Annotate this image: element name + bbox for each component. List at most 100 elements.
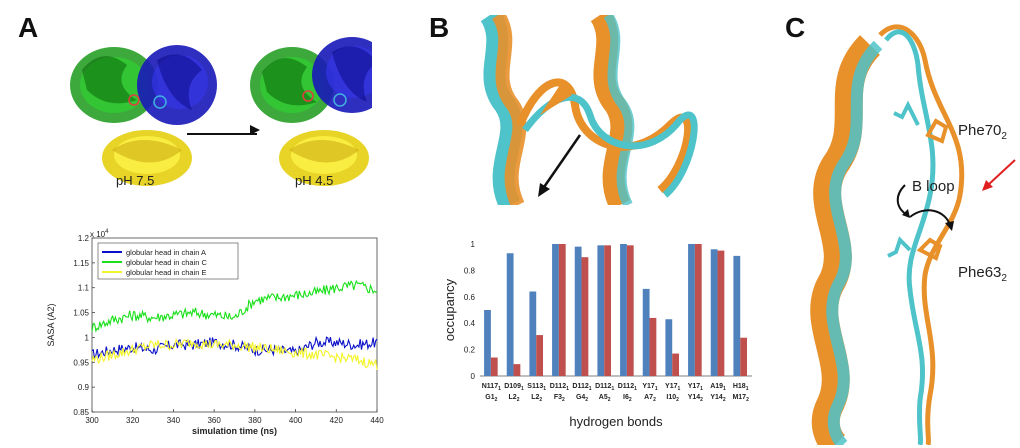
- occ-bar: [490, 357, 498, 376]
- occ-xtick-label-bottom: L22: [531, 394, 542, 403]
- occ-ytick-label: 0.4: [464, 319, 476, 328]
- occ-xtick-label-top: D1121: [618, 383, 637, 392]
- sasa-xtick-label: 380: [248, 416, 262, 425]
- sasa-xtick-label: 300: [85, 416, 99, 425]
- occ-xtick-label-top: N1171: [482, 383, 501, 392]
- sasa-legend-label: globular head in chain A: [126, 248, 206, 257]
- occ-bar: [552, 244, 559, 376]
- occ-xtick-label-top-sub: 1: [746, 386, 749, 392]
- sasa-series-line: [91, 279, 378, 333]
- occ-xtick-label-top: Y171: [688, 383, 703, 392]
- occ-xtick-label-bottom-sub: 2: [700, 397, 703, 403]
- sasa-xtick-label: 440: [370, 416, 384, 425]
- occ-xtick-label-bottom: G12: [485, 394, 497, 403]
- occ-xtick-label-top: D1121: [572, 383, 591, 392]
- phe63-rotation-arrow: [909, 209, 951, 226]
- occ-bar: [574, 246, 582, 376]
- phe63-label-sub: 2: [1001, 273, 1007, 284]
- panel-a-letter: A: [18, 12, 39, 43]
- occ-xtick-label-top-sub: 1: [611, 386, 614, 392]
- occ-xlabel: hydrogen bonds: [569, 414, 663, 429]
- occ-xtick-label-top-sub: 1: [700, 386, 703, 392]
- occ-xtick-label-bottom-sub: 2: [495, 397, 498, 403]
- occ-xtick-label-top-sub: 1: [543, 386, 546, 392]
- occ-xtick-label-top-sub: 1: [655, 386, 658, 392]
- occ-xtick-label-top-sub: 1: [521, 386, 524, 392]
- phe-residues-illustration: [810, 24, 1016, 445]
- sasa-ytick-label: 0.85: [73, 408, 89, 417]
- occupancy-bars: [484, 244, 748, 376]
- occ-bar: [733, 255, 741, 376]
- occ-xtick-label-top-sub: 1: [678, 386, 681, 392]
- occ-ylabel: occupancy: [442, 278, 457, 341]
- occ-ytick-label: 1: [471, 240, 476, 249]
- occ-bar: [484, 310, 491, 376]
- sasa-ytick-label: 1.2: [78, 234, 90, 243]
- occ-bar: [604, 245, 612, 376]
- occ-bar: [529, 291, 537, 376]
- ph-left-label: pH 7.5: [116, 173, 155, 188]
- sasa-ytick-label: 1: [85, 333, 90, 342]
- occupancy-bar-chart: 0 0.2 0.4 0.6 0.8 1 occupancy hydrogen bonds N11…: [442, 240, 752, 429]
- occ-xtick-label-top: D1091: [504, 383, 524, 392]
- occ-xtick-label-top-sub: 1: [723, 386, 726, 392]
- occ-bar: [581, 257, 589, 376]
- occ-ytick-label: 0: [471, 372, 476, 381]
- occ-bar: [710, 249, 718, 376]
- occ-xtick-label-bottom: I62: [623, 394, 632, 403]
- occ-xtick-label-top-sub: 1: [589, 386, 592, 392]
- phe63-label-text: Phe63: [958, 264, 1002, 281]
- sasa-xtick-label: 420: [330, 416, 344, 425]
- sasa-ytick-label: 0.9: [78, 383, 90, 392]
- occ-xtick-label-bottom: M172: [732, 394, 749, 403]
- sasa-ytick-label: 1.15: [73, 259, 89, 268]
- occ-bar: [740, 337, 748, 376]
- occ-xtick-label-bottom-sub: 2: [539, 397, 542, 403]
- occ-xtick-label-bottom-sub: 2: [608, 397, 611, 403]
- occ-bar: [536, 335, 544, 376]
- occ-bar: [649, 317, 657, 376]
- occ-bar: [694, 244, 702, 376]
- loop-motion-arrow: [540, 134, 582, 191]
- phe70-label-sub: 2: [1001, 131, 1007, 142]
- structure-ph75: [70, 45, 217, 186]
- occ-xtick-label-top: A191: [710, 383, 726, 392]
- occ-xtick-label-bottom-sub: 2: [629, 397, 632, 403]
- occ-bar: [620, 244, 627, 376]
- sasa-xtick-label: 320: [126, 416, 140, 425]
- occ-ytick-label: 0.2: [464, 346, 476, 355]
- occ-xtick-label-bottom: Y142: [688, 394, 703, 403]
- occ-bar: [558, 244, 566, 376]
- phe70-label-text: Phe70: [958, 122, 1002, 139]
- occ-ytick-label: 0.8: [464, 266, 476, 275]
- occ-bar: [513, 364, 521, 376]
- ph-right-label: pH 4.5: [295, 173, 334, 188]
- red-indicator-arrow: [987, 159, 1016, 186]
- occ-xtick-label-top: S1131: [527, 383, 546, 392]
- occ-xtick-label-top: Y171: [665, 383, 680, 392]
- occ-bar: [642, 288, 650, 376]
- occ-xtick-label-bottom-sub: 2: [723, 397, 726, 403]
- sasa-ytick-label: 1.05: [73, 309, 89, 318]
- occ-bar: [597, 245, 605, 376]
- sasa-ylabel: SASA (A2): [46, 303, 56, 346]
- sasa-xtick-label: 360: [207, 416, 221, 425]
- occ-bar: [688, 244, 695, 376]
- occ-xtick-label-top: D1121: [595, 383, 614, 392]
- occ-xtick-label-bottom-sub: 2: [585, 397, 588, 403]
- sasa-series-line: [91, 338, 378, 371]
- occ-xtick-label-bottom-sub: 2: [676, 397, 679, 403]
- sasa-legend-label: globular head in chain E: [126, 268, 206, 277]
- occ-xtick-label-top-sub: 1: [566, 386, 569, 392]
- occ-bar: [665, 319, 673, 376]
- occ-bar: [626, 245, 634, 376]
- occ-xtick-label-bottom: A72: [644, 394, 656, 403]
- sasa-legend: globular head in chain A globular head in…: [97, 242, 239, 280]
- occ-ytick-label: 0.6: [464, 293, 476, 302]
- occ-xtick-label-bottom-sub: 2: [517, 397, 520, 403]
- transition-arrowhead: [250, 125, 260, 135]
- sasa-ytick-label: 0.95: [73, 358, 89, 367]
- b-loop-label: B loop: [912, 178, 955, 195]
- panel-b-letter: B: [429, 12, 450, 43]
- occ-xtick-label-bottom: L22: [509, 394, 520, 403]
